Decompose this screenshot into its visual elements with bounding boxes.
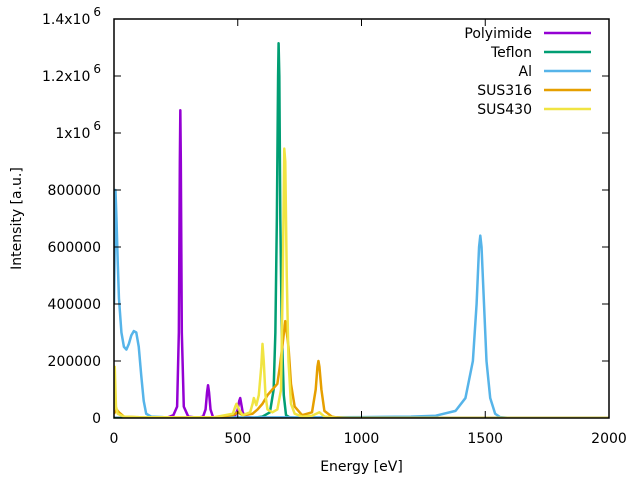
series-line-polyimide xyxy=(114,108,609,418)
plot-frame xyxy=(113,18,610,419)
y-tick-label: 1.2x10 6 xyxy=(42,62,101,85)
legend-label: Al xyxy=(519,64,532,80)
legend-label: SUS316 xyxy=(477,83,532,99)
x-tick-label: 1500 xyxy=(467,431,503,447)
y-tick-label: 0 xyxy=(92,411,101,427)
series-line-sus316 xyxy=(114,319,609,418)
series-line-al xyxy=(114,188,609,418)
y-tick-label: 400000 xyxy=(48,297,101,313)
legend-label: Teflon xyxy=(490,45,532,61)
legend: Polyimide Teflon Al SUS316 SUS430 xyxy=(464,26,591,118)
x-tick-label: 500 xyxy=(224,431,251,447)
y-tick-label: 1x10 6 xyxy=(55,119,101,142)
series-line-teflon xyxy=(114,41,609,418)
y-tick-label: 800000 xyxy=(48,183,101,199)
series-layer xyxy=(114,41,609,418)
legend-label: SUS430 xyxy=(477,102,532,118)
x-tick-label: 2000 xyxy=(591,431,627,447)
legend-label: Polyimide xyxy=(464,26,532,42)
y-tick-label: 600000 xyxy=(48,240,101,256)
x-tick-label: 1000 xyxy=(344,431,380,447)
ticks-layer xyxy=(113,18,610,419)
labels-layer: 0 500 1000 1500 2000 0 200000 400000 600000 80000… xyxy=(42,5,627,447)
x-axis-label: Energy [eV] xyxy=(320,459,403,475)
y-tick-label: 200000 xyxy=(48,354,101,370)
y-tick-label: 1.4x10 6 xyxy=(42,5,101,28)
x-tick-label: 0 xyxy=(110,431,119,447)
y-axis-label: Intensity [a.u.] xyxy=(9,167,25,270)
series-line-sus430 xyxy=(114,147,609,418)
